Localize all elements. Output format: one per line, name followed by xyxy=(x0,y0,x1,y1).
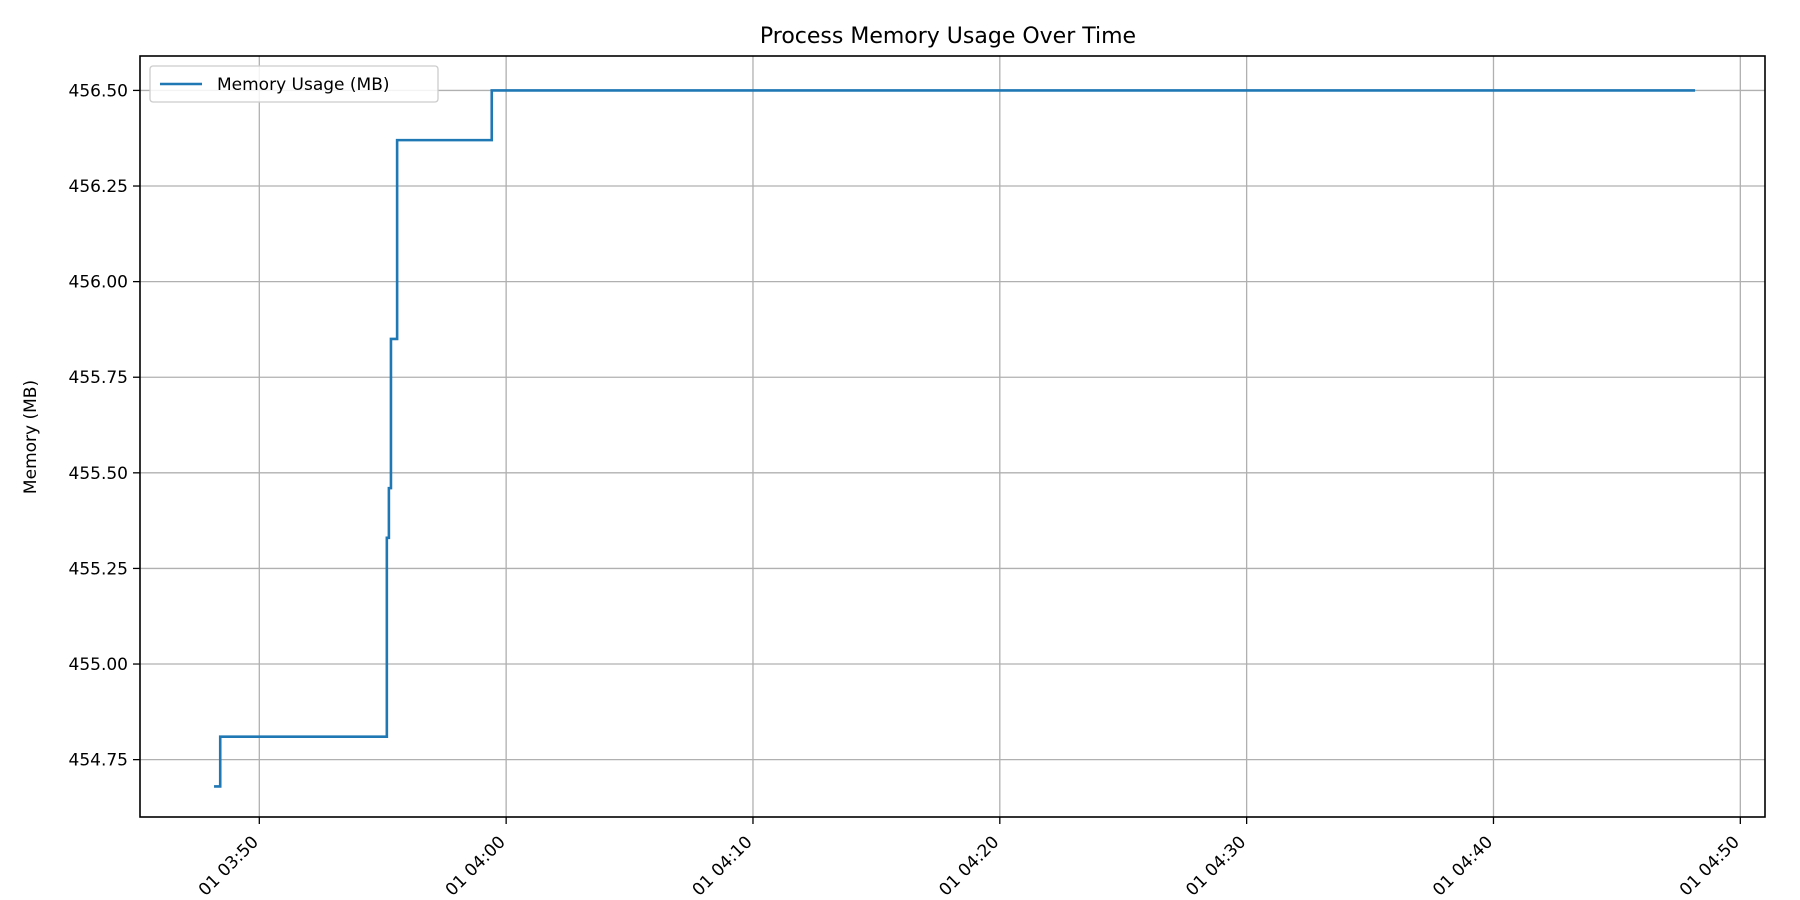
x-tick-label: 01 04:20 xyxy=(935,832,1003,900)
x-axis-ticks: 01 03:50 01 04:00 01 04:10 01 04:20 01 04:30… xyxy=(195,817,1744,900)
y-tick-label: 456.50 xyxy=(69,81,128,101)
y-axis-ticks: 454.75 455.00 455.25 455.50 455.75 456.00 456.… xyxy=(69,81,140,771)
x-tick-label: 01 04:00 xyxy=(442,832,510,900)
chart-title: Process Memory Usage Over Time xyxy=(760,24,1136,49)
grid-lines xyxy=(140,56,1765,817)
y-tick-label: 455.25 xyxy=(69,559,128,579)
series-group xyxy=(214,89,1696,788)
x-tick-label: 01 04:50 xyxy=(1676,832,1744,900)
plot-frame xyxy=(139,55,1766,818)
legend: Memory Usage (MB) xyxy=(149,65,439,103)
y-tick-label: 456.25 xyxy=(69,177,128,197)
legend-label: Memory Usage (MB) xyxy=(217,75,390,95)
y-tick-label: 455.50 xyxy=(69,464,128,484)
x-tick-label: 01 04:30 xyxy=(1182,832,1250,900)
x-tick-label: 01 04:10 xyxy=(689,832,757,900)
y-tick-label: 455.00 xyxy=(69,655,128,675)
y-axis-label: Memory (MB) xyxy=(21,380,41,494)
y-tick-label: 455.75 xyxy=(69,368,128,388)
x-tick-label: 01 04:40 xyxy=(1429,832,1497,900)
x-tick-label: 01 03:50 xyxy=(195,832,263,900)
series-line xyxy=(214,89,1696,788)
y-tick-label: 454.75 xyxy=(69,751,128,771)
legend-box xyxy=(149,65,439,103)
y-tick-label: 456.00 xyxy=(69,273,128,293)
